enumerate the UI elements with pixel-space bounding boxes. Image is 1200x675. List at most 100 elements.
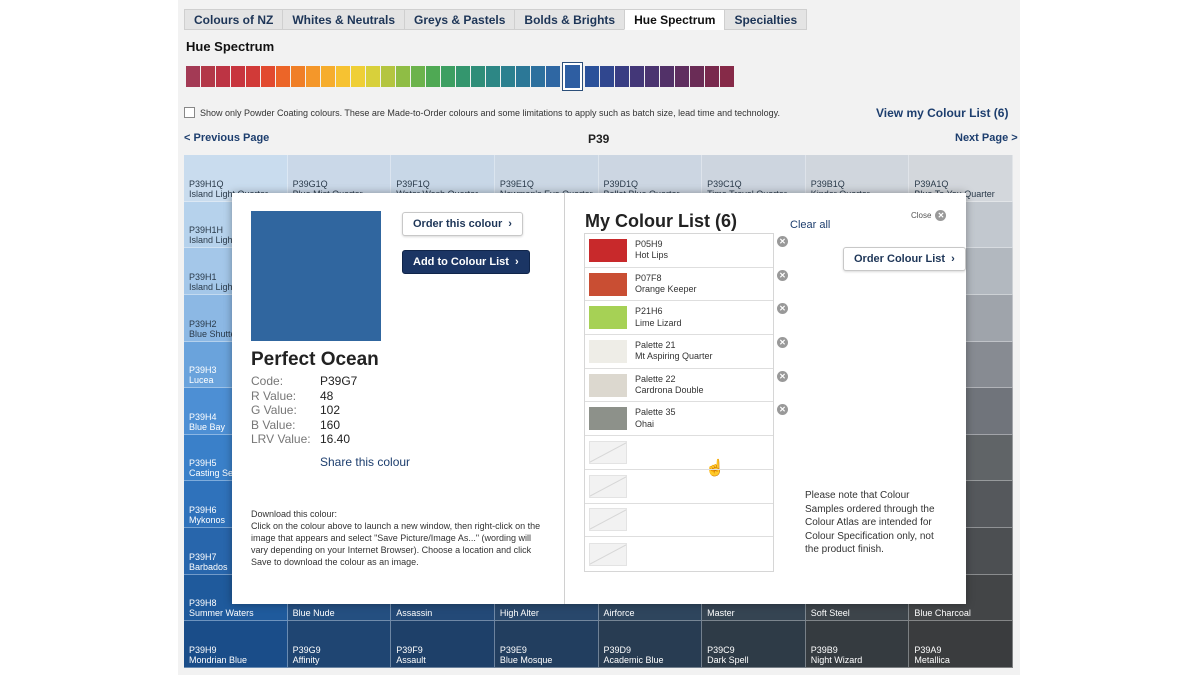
hue-swatch[interactable]: [660, 66, 674, 87]
list-item-swatch[interactable]: [589, 373, 627, 397]
hue-swatch[interactable]: [471, 66, 485, 87]
hue-swatch[interactable]: [351, 66, 365, 87]
hue-swatch[interactable]: [501, 66, 515, 87]
colour-cell[interactable]: P39F9 Assault: [391, 621, 495, 668]
hue-swatch[interactable]: [426, 66, 440, 87]
list-item-swatch[interactable]: [589, 339, 627, 363]
chevron-right-icon: ›: [951, 253, 955, 265]
colour-cell-name: Mykonos: [189, 515, 226, 526]
hue-swatch[interactable]: [562, 62, 583, 91]
colour-cell-name: Night Wizard: [810, 655, 863, 665]
hue-swatch[interactable]: [531, 66, 545, 87]
property-row: R Value: 48: [251, 389, 357, 404]
remove-icon[interactable]: ✕: [777, 269, 788, 281]
colour-cell[interactable]: P39C9 Dark Spell: [702, 621, 806, 668]
hue-swatch[interactable]: [186, 66, 200, 87]
colour-cell-name: Casting Sea: [189, 468, 239, 479]
colour-cell[interactable]: P39G9 Affinity: [287, 621, 392, 668]
colour-cell[interactable]: P39D9 Academic Blue: [598, 621, 703, 668]
hue-swatch[interactable]: [276, 66, 290, 87]
colour-cell-name: Barbados: [189, 561, 228, 572]
colour-cell-name: Blue Shutter: [189, 328, 239, 339]
list-item-empty: [585, 537, 773, 571]
tab-whites-neutrals[interactable]: Whites & Neutrals: [282, 9, 405, 30]
remove-icon[interactable]: ✕: [777, 337, 788, 349]
hue-swatch[interactable]: [675, 66, 689, 87]
my-colour-list-title: My Colour List (6): [585, 211, 737, 231]
download-heading: Download this colour:: [251, 509, 338, 519]
colour-code: P39F9: [396, 645, 423, 655]
view-colour-list-link[interactable]: View my Colour List (6): [876, 106, 1009, 120]
hue-swatch[interactable]: [261, 66, 275, 87]
colour-code: P39A9: [914, 645, 942, 655]
hue-swatch[interactable]: [546, 66, 560, 87]
list-item-swatch[interactable]: [589, 407, 627, 431]
hue-swatch[interactable]: [516, 66, 530, 87]
hue-swatch[interactable]: [690, 66, 704, 87]
hue-swatch[interactable]: [720, 66, 734, 87]
colour-cell[interactable]: P39B9 Night Wizard: [805, 621, 910, 668]
tab-bolds-brights[interactable]: Bolds & Brights: [514, 9, 625, 30]
share-colour-link[interactable]: Share this colour: [320, 455, 411, 469]
property-row: G Value: 102: [251, 403, 357, 418]
hue-swatch[interactable]: [201, 66, 215, 87]
hue-swatch[interactable]: [630, 66, 644, 87]
hue-swatch[interactable]: [456, 66, 470, 87]
tab-specialties[interactable]: Specialties: [724, 9, 808, 30]
hue-swatch[interactable]: [321, 66, 335, 87]
tab-greys-pastels[interactable]: Greys & Pastels: [404, 9, 515, 30]
order-colour-button[interactable]: Order this colour ›: [402, 212, 523, 236]
colour-cell[interactable]: P39H9 Mondrian Blue: [184, 621, 288, 668]
colour-code: P39C1Q: [707, 178, 742, 189]
hue-swatch[interactable]: [411, 66, 425, 87]
remove-icon[interactable]: ✕: [777, 404, 788, 416]
add-to-colour-list-button[interactable]: Add to Colour List ›: [402, 250, 530, 274]
previous-page-link[interactable]: < Previous Page: [184, 132, 270, 144]
powder-coating-filter[interactable]: Show only Powder Coating colours. These …: [184, 107, 780, 118]
property-row: Code: P39G7: [251, 374, 357, 389]
colour-cell-name: Island Light: [189, 281, 236, 292]
close-icon: ✕: [935, 210, 947, 221]
colour-cell[interactable]: P39E9 Blue Mosque: [494, 621, 599, 668]
hue-swatch[interactable]: [246, 66, 260, 87]
powder-coating-checkbox[interactable]: [184, 107, 195, 118]
hue-swatch[interactable]: [600, 66, 614, 87]
hue-swatch[interactable]: [645, 66, 659, 87]
hue-swatch[interactable]: [366, 66, 380, 87]
colour-code: P39D9: [603, 645, 632, 655]
hue-swatch[interactable]: [585, 66, 599, 87]
hue-swatch[interactable]: [441, 66, 455, 87]
hue-swatch[interactable]: [615, 66, 629, 87]
hue-swatch[interactable]: [396, 66, 410, 87]
list-item-swatch[interactable]: [589, 272, 627, 296]
colour-code: P39E1Q: [499, 178, 534, 189]
remove-icon[interactable]: ✕: [777, 303, 788, 315]
colour-cell[interactable]: P39A9 Metallica: [909, 621, 1013, 668]
hue-swatch[interactable]: [306, 66, 320, 87]
colour-cell-name: Blue Bay: [189, 421, 226, 432]
list-item-swatch[interactable]: [589, 238, 627, 262]
colour-code: P39C9: [707, 645, 735, 655]
hue-swatch[interactable]: [381, 66, 395, 87]
hue-swatch[interactable]: [216, 66, 230, 87]
list-item-swatch[interactable]: [589, 306, 627, 330]
hue-swatch[interactable]: [336, 66, 350, 87]
empty-slot-icon: [589, 474, 627, 498]
close-button[interactable]: Close ✕: [911, 210, 947, 221]
colour-cell-name: Mondrian Blue: [189, 655, 248, 665]
remove-icon[interactable]: ✕: [777, 236, 788, 247]
colour-cell-name: Island Light Half: [189, 235, 254, 246]
hue-swatch[interactable]: [486, 66, 500, 87]
tab-colours-of-nz[interactable]: Colours of NZ: [184, 9, 283, 30]
remove-icon[interactable]: ✕: [777, 370, 788, 382]
property-key: Code:: [251, 374, 284, 388]
order-colour-list-button[interactable]: Order Colour List ›: [843, 247, 966, 271]
next-page-link[interactable]: Next Page >: [955, 132, 1018, 144]
colour-swatch-large[interactable]: [251, 211, 381, 341]
hue-swatch[interactable]: [705, 66, 719, 87]
clear-all-link[interactable]: Clear all: [790, 219, 831, 231]
hue-swatch[interactable]: [291, 66, 305, 87]
colour-cell-name: Academic Blue: [603, 655, 664, 665]
tab-hue-spectrum[interactable]: Hue Spectrum: [624, 9, 725, 30]
hue-swatch[interactable]: [231, 66, 245, 87]
